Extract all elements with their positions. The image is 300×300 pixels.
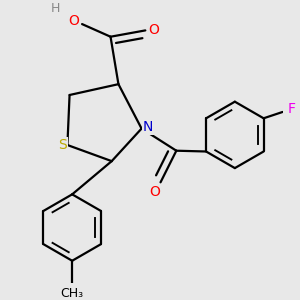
Text: F: F: [288, 102, 296, 116]
Text: H: H: [50, 2, 60, 15]
Text: S: S: [58, 138, 67, 152]
Text: O: O: [149, 185, 160, 199]
Text: CH₃: CH₃: [61, 287, 84, 300]
Text: O: O: [69, 14, 80, 28]
Text: O: O: [148, 23, 159, 38]
Text: N: N: [143, 120, 153, 134]
